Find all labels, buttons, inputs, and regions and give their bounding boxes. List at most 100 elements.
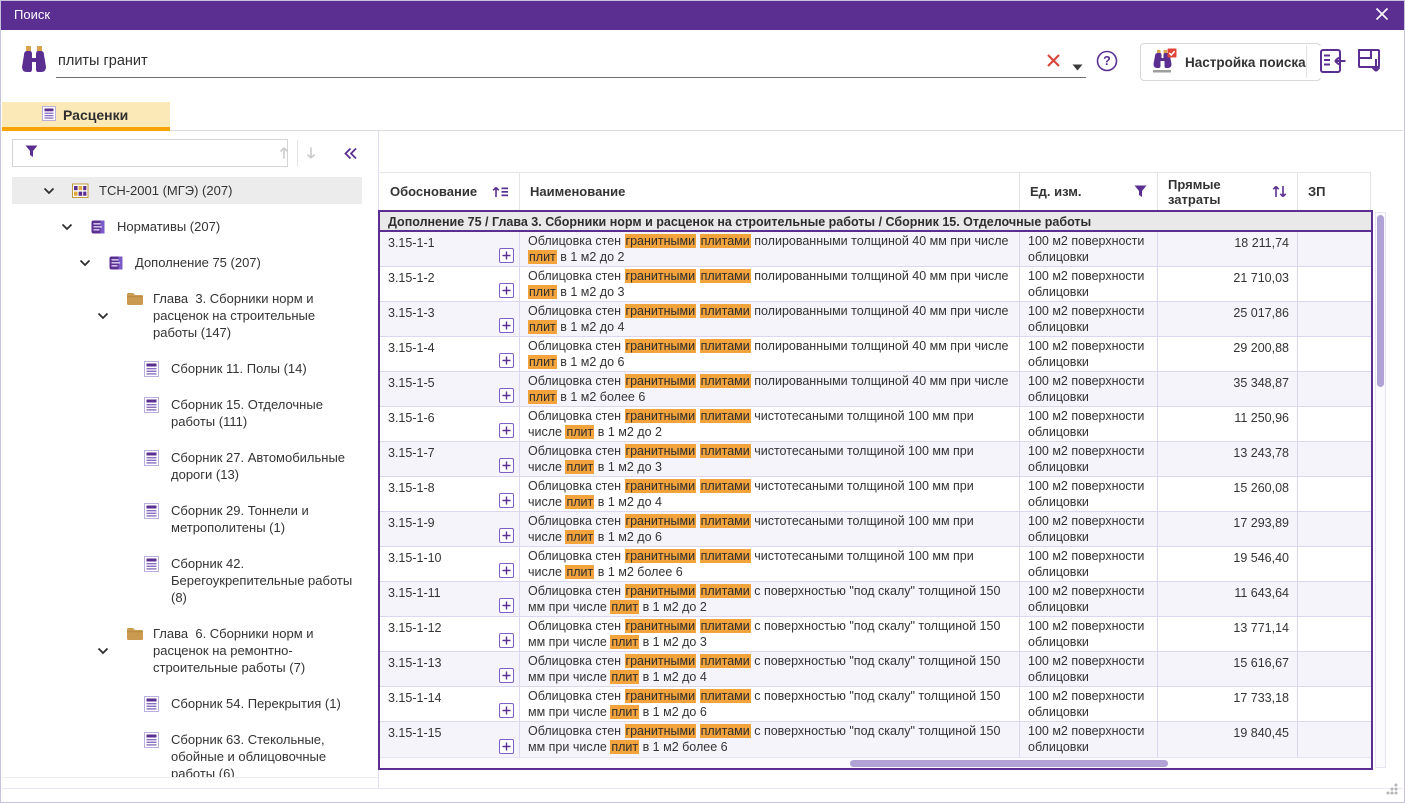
vertical-scrollbar[interactable]	[1375, 212, 1386, 768]
search-history-dropdown-icon[interactable]	[1072, 59, 1083, 74]
tree-item[interactable]: Сборник 42. Берегоукрепительные работы (…	[12, 550, 362, 611]
collapse-panel-button[interactable]	[336, 139, 364, 167]
column-header-4[interactable]: Прямые затраты	[1158, 173, 1298, 210]
row-name: Облицовка стен гранитными плитами чистот…	[520, 442, 1020, 476]
table-row[interactable]: 3.15-1-7Облицовка стен гранитными плитам…	[380, 442, 1371, 477]
tree-filter-input[interactable]	[12, 139, 288, 167]
table-row[interactable]: 3.15-1-13Облицовка стен гранитными плита…	[380, 652, 1371, 687]
expand-plus-icon[interactable]	[499, 353, 514, 368]
horizontal-scrollbar-thumb[interactable]	[850, 760, 1168, 767]
tree-indent	[114, 574, 127, 588]
clear-search-icon[interactable]	[1046, 53, 1062, 69]
row-name: Облицовка стен гранитными плитами с пове…	[520, 687, 1020, 721]
tree-item[interactable]: Сборник 63. Стекольные, обойные и облицо…	[12, 726, 362, 778]
expand-plus-icon[interactable]	[499, 739, 514, 754]
tree-item[interactable]: Сборник 27. Автомобильные дороги (13)	[12, 444, 362, 488]
new-window-results-button[interactable]	[1354, 46, 1388, 78]
tree-item-label: Сборник 15. Отделочные работы (111)	[171, 396, 358, 430]
tree-item[interactable]: Сборник 54. Перекрытия (1)	[12, 690, 362, 717]
chevron-down-icon[interactable]	[96, 309, 109, 323]
table-row[interactable]: 3.15-1-12 Облицовка стен гранитными плита…	[380, 617, 1371, 652]
tab-rascenki[interactable]: Расценки	[2, 102, 170, 131]
table-row[interactable]: 3.15-1-1Облицовка стен гранитными плитам…	[380, 232, 1371, 267]
vertical-scrollbar-thumb[interactable]	[1377, 215, 1384, 387]
help-icon[interactable]: ?	[1096, 50, 1118, 72]
row-code-cell: 3.15-1-2	[380, 267, 520, 301]
row-zp	[1298, 477, 1371, 511]
row-direct-costs: 17 733,18	[1158, 687, 1298, 721]
tree-item[interactable]: Глава 3. Сборники норм и расценок на стр…	[12, 285, 362, 346]
table-row[interactable]: 3.15-1-11Облицовка стен гранитными плита…	[380, 582, 1371, 617]
tree-item-label: Глава 3. Сборники норм и расценок на стр…	[153, 290, 358, 341]
dock-results-button[interactable]	[1316, 46, 1350, 78]
expand-plus-icon[interactable]	[499, 388, 514, 403]
tree-item-label: Сборник 11. Полы (14)	[171, 360, 358, 377]
table-row[interactable]: 3.15-1-8Облицовка стен гранитными плитам…	[380, 477, 1371, 512]
expand-plus-icon[interactable]	[499, 493, 514, 508]
book-icon	[90, 219, 109, 235]
expand-plus-icon[interactable]	[499, 563, 514, 578]
table-row[interactable]: 3.15-1-14Облицовка стен гранитными плита…	[380, 687, 1371, 722]
filter-icon[interactable]	[1134, 185, 1147, 198]
sort-both-icon[interactable]	[1272, 185, 1287, 198]
search-highlight: гранитными	[625, 479, 697, 493]
row-direct-costs: 17 293,89	[1158, 512, 1298, 546]
chevron-down-icon[interactable]	[96, 644, 109, 658]
table-row[interactable]: 3.15-1-5Облицовка стен гранитными плитам…	[380, 372, 1371, 407]
horizontal-scrollbar[interactable]	[380, 757, 1371, 768]
table-row[interactable]: 3.15-1-4Облицовка стен гранитными плитам…	[380, 337, 1371, 372]
tree-item-label: Нормативы (207)	[117, 218, 358, 235]
chevron-down-icon[interactable]	[60, 220, 73, 234]
column-header-5[interactable]: ЗП	[1298, 173, 1371, 210]
column-header-2[interactable]: Наименование	[520, 173, 1020, 210]
expand-plus-icon[interactable]	[499, 318, 514, 333]
search-input[interactable]	[56, 44, 1086, 78]
search-highlight: гранитными	[625, 304, 697, 318]
expand-plus-icon[interactable]	[499, 598, 514, 613]
table-row[interactable]: 3.15-1-6Облицовка стен гранитными плитам…	[380, 407, 1371, 442]
resize-grip[interactable]	[1384, 781, 1399, 799]
tree-item[interactable]: Глава 6. Сборники норм и расценок на рем…	[12, 620, 362, 681]
table-row[interactable]: 3.15-1-15Облицовка стен гранитными плита…	[380, 722, 1371, 757]
row-code-cell: 3.15-1-15	[380, 722, 520, 757]
column-header-3[interactable]: Ед. изм.	[1020, 173, 1158, 210]
tree-item[interactable]: Дополнение 75 (207)	[12, 249, 362, 276]
search-highlight: плитами	[700, 689, 751, 703]
tree-item[interactable]: Сборник 11. Полы (14)	[12, 355, 362, 382]
expand-plus-icon[interactable]	[499, 283, 514, 298]
expand-plus-icon[interactable]	[499, 528, 514, 543]
row-unit: 100 м2 поверхности облицовки	[1020, 232, 1158, 266]
expand-plus-icon[interactable]	[499, 458, 514, 473]
database-icon	[72, 183, 91, 199]
close-button[interactable]	[1369, 3, 1395, 27]
tree-item[interactable]: Сборник 15. Отделочные работы (111)	[12, 391, 362, 435]
row-name: Облицовка стен гранитными плитами с пове…	[520, 617, 1020, 651]
expand-plus-icon[interactable]	[499, 423, 514, 438]
prev-result-button[interactable]	[271, 139, 297, 167]
expand-plus-icon[interactable]	[499, 668, 514, 683]
table-row[interactable]: 3.15-1-2Облицовка стен гранитными плитам…	[380, 267, 1371, 302]
tree-item[interactable]: ТСН-2001 (МГЭ) (207)	[12, 177, 362, 204]
sort-asc-icon[interactable]	[492, 186, 509, 198]
next-result-button[interactable]	[298, 139, 324, 167]
expand-plus-icon[interactable]	[499, 633, 514, 648]
column-header-1[interactable]: Обоснование	[380, 173, 520, 210]
search-settings-button[interactable]: Настройка поиска	[1140, 43, 1321, 81]
table-row[interactable]: 3.15-1-10Облицовка стен гранитными плита…	[380, 547, 1371, 582]
tree-item[interactable]: Сборник 29. Тоннели и метрополитены (1)	[12, 497, 362, 541]
group-header-row[interactable]: Дополнение 75 / Глава 3. Сборники норм и…	[380, 212, 1371, 232]
table-row[interactable]: 3.15-1-3Облицовка стен гранитными плитам…	[380, 302, 1371, 337]
row-unit: 100 м2 поверхности облицовки	[1020, 337, 1158, 371]
expand-plus-icon[interactable]	[499, 703, 514, 718]
tree-item[interactable]: Нормативы (207)	[12, 213, 362, 240]
table-icon	[42, 106, 56, 124]
row-unit: 100 м2 поверхности облицовки	[1020, 442, 1158, 476]
chevron-down-icon[interactable]	[42, 184, 55, 198]
search-highlight: плитами	[700, 724, 751, 738]
row-direct-costs: 15 260,08	[1158, 477, 1298, 511]
row-name: Облицовка стен гранитными плитами чистот…	[520, 477, 1020, 511]
row-code: 3.15-1-12	[388, 621, 442, 635]
table-row[interactable]: 3.15-1-9Облицовка стен гранитными плитам…	[380, 512, 1371, 547]
expand-plus-icon[interactable]	[499, 248, 514, 263]
chevron-down-icon[interactable]	[78, 256, 91, 270]
